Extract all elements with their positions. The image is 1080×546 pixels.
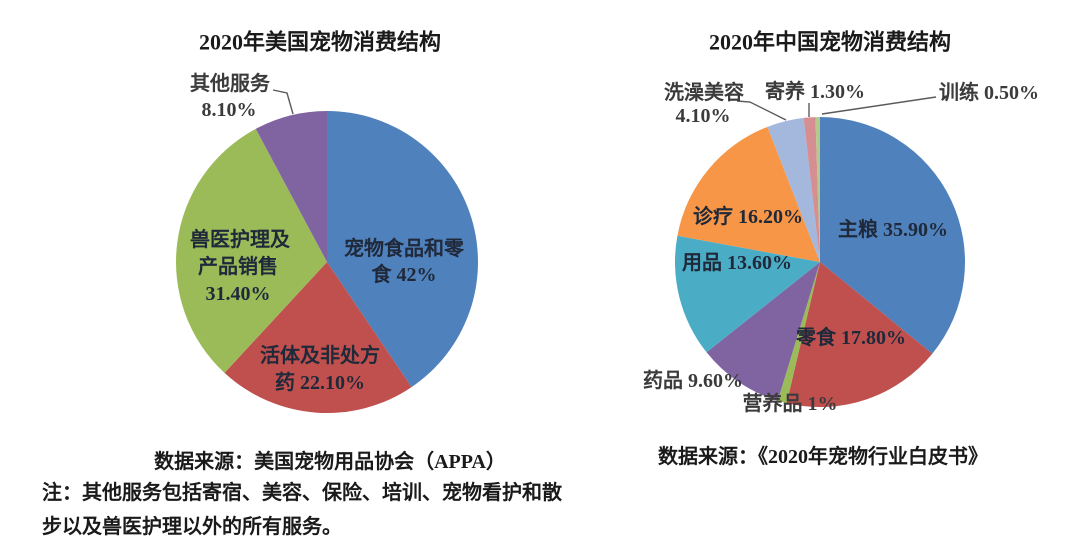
pie-slice-boarding xyxy=(803,117,820,262)
slice-label-pet-food-line1: 宠物食品和零 xyxy=(344,236,465,260)
note-line2: 步以及兽医护理以外的所有服务。 xyxy=(42,514,342,538)
chart-title-china: 2020年中国宠物消费结构 xyxy=(709,30,951,55)
pie-slice-grooming xyxy=(767,117,820,263)
pie-slice-snacks xyxy=(786,262,933,408)
source-us: 数据来源：美国宠物用品协会（APPA） xyxy=(154,449,506,473)
slice-label-staple-food: 主粮 35.90% xyxy=(838,217,948,241)
pie-slice-medical-treatment xyxy=(677,126,820,262)
slice-label-training: 训练 0.50% xyxy=(939,80,1039,104)
chart-title-us: 2020年美国宠物消费结构 xyxy=(199,30,441,55)
slice-label-grooming-line2: 4.10% xyxy=(676,105,731,127)
pie-slice-medicine xyxy=(706,262,820,401)
us-pie xyxy=(176,111,478,413)
slice-label-vet-line2: 产品销售 xyxy=(198,254,278,278)
pie-slice-training xyxy=(815,116,820,262)
pie-slice-vet-care-product-sales xyxy=(176,128,327,373)
slice-label-pet-food-line2: 食 42% xyxy=(372,262,437,286)
source-china: 数据来源：《2020年宠物行业白皮书》 xyxy=(658,444,988,468)
china-pie xyxy=(675,116,965,408)
pie-slice-pet-food-and-treats xyxy=(327,111,478,388)
slice-label-otc-line2: 药 22.10% xyxy=(275,370,365,394)
pie-slice-other-services xyxy=(255,111,327,262)
pie-slice-supplies xyxy=(675,235,820,353)
leader-line-other-services xyxy=(272,89,294,115)
slice-label-medical-treatment: 诊疗 16.20% xyxy=(693,204,803,228)
slice-label-vet-line3: 31.40% xyxy=(206,283,271,305)
slice-label-grooming-line1: 洗澡美容 xyxy=(664,80,744,104)
slice-label-other-services-line2: 8.10% xyxy=(202,99,257,121)
slice-label-other-services-line1: 其他服务 xyxy=(190,71,271,95)
leader-line-grooming xyxy=(736,100,787,121)
slice-label-nutrition: 营养品 1% xyxy=(743,391,838,415)
pie-slice-nutrition xyxy=(777,262,820,404)
slice-label-vet-line1: 兽医护理及 xyxy=(190,227,291,251)
note-line1: 注：其他服务包括寄宿、美容、保险、培训、宠物看护和散 xyxy=(42,480,563,504)
slice-label-medicine: 药品 9.60% xyxy=(643,368,743,392)
slice-label-supplies: 用品 13.60% xyxy=(682,251,792,274)
slice-label-otc-line1: 活体及非处方 xyxy=(260,343,380,367)
slice-label-snacks: 零食 17.80% xyxy=(795,325,906,349)
leader-line-training xyxy=(821,96,937,115)
slice-label-boarding: 寄养 1.30% xyxy=(765,79,865,103)
pie-slice-live-animals-otc-medicine xyxy=(224,262,412,413)
pie-slice-staple-food xyxy=(820,117,965,354)
